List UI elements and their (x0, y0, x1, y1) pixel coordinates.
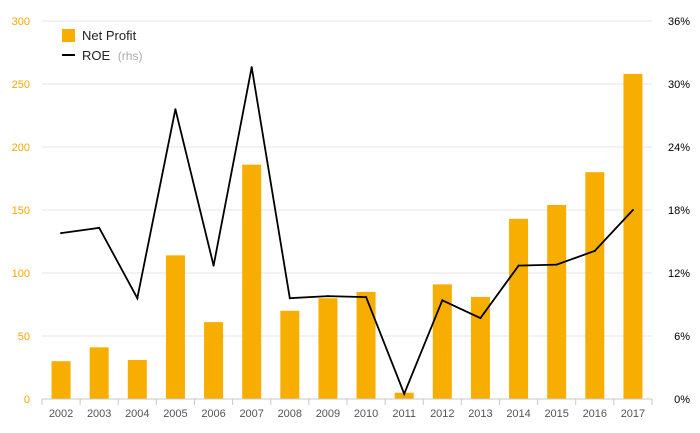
legend: Net Profit ROE (rhs) (62, 28, 142, 63)
bar-net-profit-2015 (547, 204, 567, 399)
y-left-tick-label: 200 (12, 142, 30, 154)
y-left-tick-label: 0 (24, 394, 30, 406)
point-roe-2008 (288, 297, 291, 300)
x-tick-label-2015: 2015 (544, 408, 568, 420)
x-tick-label-2010: 2010 (354, 408, 378, 420)
x-tick-label-2008: 2008 (278, 408, 302, 420)
x-tick-label-2013: 2013 (468, 408, 492, 420)
point-roe-2007 (250, 66, 253, 69)
x-tick-label-2016: 2016 (583, 408, 607, 420)
bar-series-net-profit (51, 73, 643, 400)
point-roe-2016 (593, 249, 596, 252)
point-roe-2002 (60, 232, 63, 235)
x-tick-label-2014: 2014 (506, 408, 530, 420)
y-right-tick-label: 18% (668, 205, 690, 217)
line-series-roe (60, 66, 634, 397)
point-roe-2004 (136, 297, 139, 300)
y-right-tick-label: 6% (674, 331, 690, 343)
bar-net-profit-2002 (51, 361, 71, 399)
x-tick-label-2009: 2009 (316, 408, 340, 420)
point-roe-2013 (479, 317, 482, 320)
point-roe-2006 (212, 264, 215, 267)
legend-label-roe-name: ROE (82, 48, 111, 63)
bar-net-profit-2006 (204, 322, 224, 399)
y-right-tick-label: 36% (668, 16, 690, 28)
bar-net-profit-2007 (242, 164, 262, 399)
x-tick-label-2005: 2005 (163, 408, 187, 420)
x-tick-label-2012: 2012 (430, 408, 454, 420)
point-roe-2005 (174, 108, 177, 111)
point-roe-2017 (631, 209, 634, 211)
bar-net-profit-2017 (623, 73, 643, 400)
y-left-tick-label: 100 (12, 268, 30, 280)
y-left-tick-label: 300 (12, 16, 30, 28)
point-roe-2010 (365, 296, 368, 299)
legend-swatch-net-profit (62, 29, 75, 42)
x-tick-label-2003: 2003 (87, 408, 111, 420)
point-roe-2011 (403, 392, 406, 395)
x-tick-label-2017: 2017 (621, 408, 645, 420)
y-left-tick-label: 50 (18, 331, 30, 343)
x-tick-label-2004: 2004 (125, 408, 149, 420)
x-tick-label-2006: 2006 (201, 408, 225, 420)
y-right-tick-label: 0% (674, 394, 690, 406)
point-roe-2009 (326, 295, 329, 298)
bar-net-profit-2014 (509, 218, 529, 399)
y-right-tick-label: 30% (668, 79, 690, 91)
line-roe (60, 67, 634, 397)
y-left-tick-label: 150 (12, 205, 30, 217)
bar-net-profit-2008 (280, 310, 300, 399)
x-tick-label-2007: 2007 (239, 408, 263, 420)
bar-net-profit-2005 (165, 255, 185, 399)
y-right-tick-label: 12% (668, 268, 690, 280)
point-roe-2014 (517, 264, 520, 267)
bar-net-profit-2003 (89, 347, 109, 399)
x-tick-label-2002: 2002 (49, 408, 73, 420)
axes: 0 0% 50 6% 100 12% 150 18% 200 24% 250 30% 300 36% 200… (12, 16, 691, 420)
y-left-tick-label: 250 (12, 79, 30, 91)
point-roe-2003 (98, 226, 101, 229)
legend-label-roe: ROE (rhs) (82, 48, 142, 63)
bar-net-profit-2010 (356, 291, 376, 399)
y-right-tick-label: 24% (668, 142, 690, 154)
bar-net-profit-2016 (585, 172, 605, 399)
legend-label-net-profit: Net Profit (82, 28, 137, 43)
x-tick-label-2011: 2011 (392, 408, 416, 420)
bar-net-profit-2013 (470, 296, 490, 399)
legend-label-roe-suffix: (rhs) (118, 49, 143, 63)
point-roe-2012 (441, 299, 444, 302)
bar-net-profit-2004 (127, 359, 147, 399)
point-roe-2015 (555, 263, 558, 266)
bar-net-profit-2009 (318, 298, 338, 399)
